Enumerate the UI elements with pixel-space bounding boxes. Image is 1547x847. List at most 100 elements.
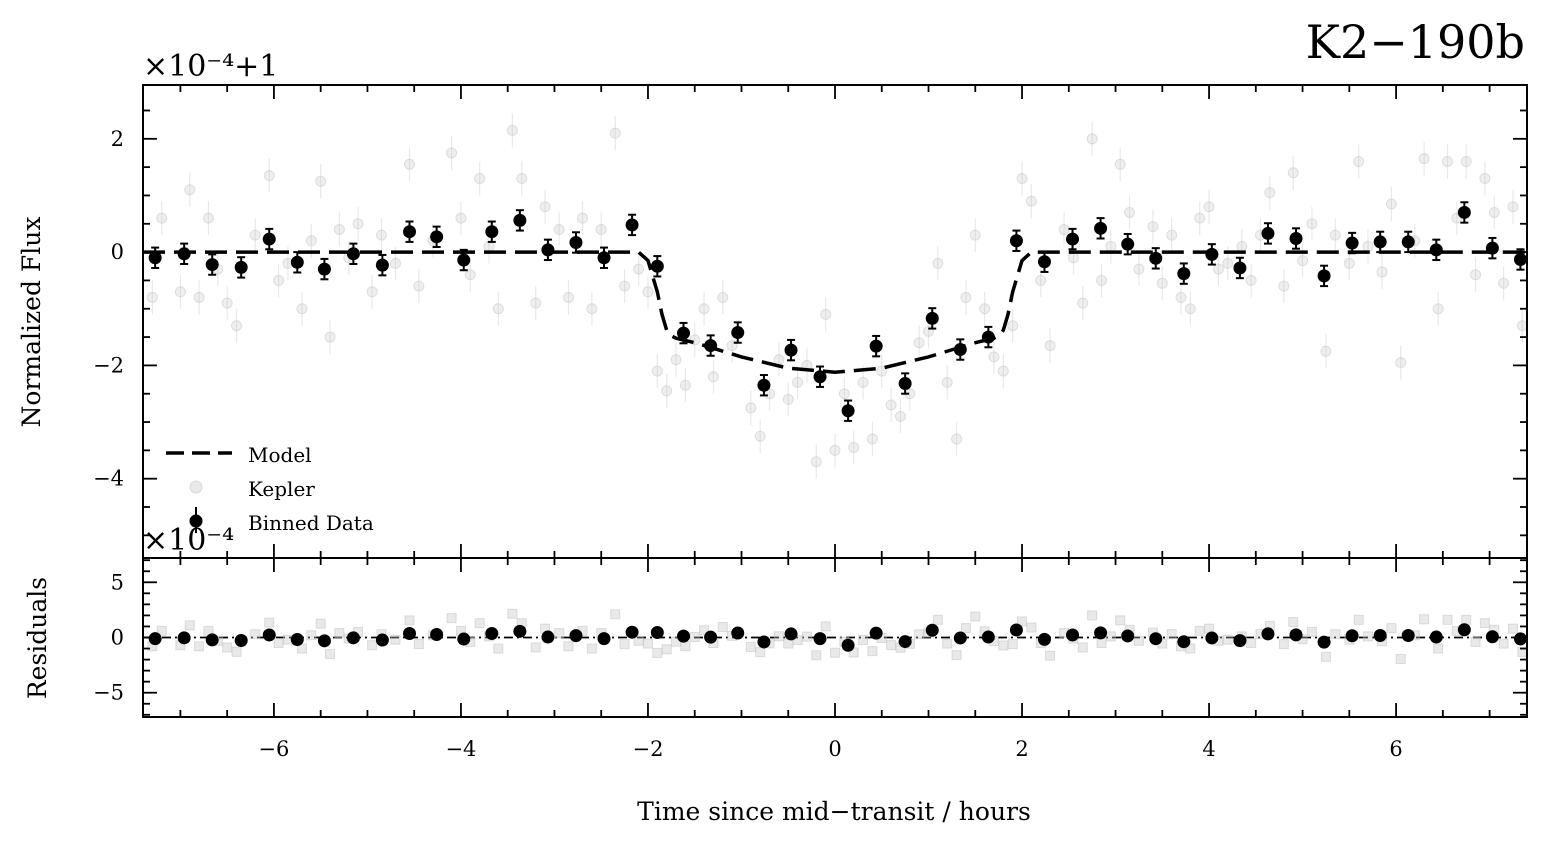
residuals-y-tick-label: 5 [111,570,124,594]
kepler-residual-point [1470,636,1481,647]
kepler-point [455,212,467,224]
flux-y-axis-label: Normalized Flux [17,217,46,428]
kepler-point [1105,240,1117,252]
kepler-residual-point [493,643,504,654]
kepler-point [792,376,804,388]
binned-residual-point [650,626,664,640]
kepler-point [1479,172,1491,184]
kepler-residual-point [1077,642,1088,653]
binned-residual-point [704,630,718,644]
kepler-residual-point [1320,651,1331,662]
kepler-residual-point [1363,631,1374,642]
kepler-point [679,379,691,391]
kepler-residual-point [1498,638,1509,649]
kepler-point [1516,320,1528,332]
x-tick-label: 0 [828,737,841,761]
kepler-point [1385,198,1397,210]
kepler-residual-point [586,643,597,654]
kepler-point [1035,274,1047,286]
kepler-residual-point [1386,623,1397,634]
binned-residual-point [1485,630,1499,644]
kepler-point [530,297,542,309]
kepler-residual-point [932,614,943,625]
kepler-residual-point [680,641,691,652]
flux-y-tick-label: 2 [111,127,124,151]
kepler-point [1077,297,1089,309]
binned-residual-point [457,632,471,646]
kepler-point [1498,277,1510,289]
binned-point [625,218,639,232]
binned-residual-point [1429,630,1443,644]
kepler-point [1278,280,1290,292]
kepler-point [1212,263,1224,275]
kepler-residual-point [619,639,630,650]
kepler-point [820,308,832,320]
kepler-point [913,337,925,349]
kepler-point [670,354,682,366]
kepler-residual-point [811,650,822,661]
binned-residual-point [757,635,771,649]
kepler-point [1016,172,1028,184]
kepler-residual-point [1096,638,1107,649]
kepler-point [1114,158,1126,170]
kepler-residual-point [960,623,971,634]
kepler-residual-point [1395,654,1406,665]
kepler-residual-point [755,647,766,658]
binned-residual-point [625,625,639,639]
flux-frame [142,84,1528,559]
kepler-residual-point [886,640,897,651]
kepler-point [562,291,574,303]
binned-residual-point [953,631,967,645]
kepler-point [932,257,944,269]
kepler-point [305,235,317,247]
kepler-residual-point [296,643,307,654]
kepler-point [221,297,233,309]
kepler-point [1096,274,1108,286]
residuals-offset-label: ×10⁻⁴ [143,523,234,558]
kepler-point [202,212,214,224]
kepler-point [553,223,565,235]
kepler-point [1343,257,1355,269]
binned-point [1261,226,1275,240]
kepler-point [1488,206,1500,218]
kepler-point [848,442,860,454]
kepler-point [1184,303,1196,315]
binned-residual-point [1317,635,1331,649]
kepler-point [193,291,205,303]
kepler-point [829,444,841,456]
binned-residual-point [262,628,276,642]
binned-residual-point [1121,629,1135,643]
kepler-point [997,365,1009,377]
binned-point [677,326,691,340]
kepler-point [1432,303,1444,315]
binned-point [704,339,718,353]
kepler-point [273,274,285,286]
binned-residual-point [1205,631,1219,645]
binned-point [403,225,417,239]
binned-point [148,251,162,265]
kepler-residual-point [801,631,812,642]
kepler-point [1287,167,1299,179]
binned-residual-point [677,629,691,643]
binned-point [262,232,276,246]
kepler-point [1264,187,1276,199]
binned-residual-point [234,633,248,647]
kepler-point [1194,212,1206,224]
kepler-point [249,229,261,241]
kepler-residual-point [1222,634,1233,645]
kepler-point [1362,240,1374,252]
kepler-point [866,433,878,445]
flux-y-tick-label: −4 [93,467,124,491]
kepler-point [595,223,607,235]
kepler-point [969,229,981,241]
flux-offset-label: ×10⁻⁴+1 [143,49,278,84]
binned-point [177,247,191,261]
kepler-point [1147,221,1159,233]
kepler-residual-point [334,628,345,639]
binned-point [234,260,248,274]
binned-residual-point [1457,623,1471,637]
kepler-point [885,399,897,411]
kepler-point [857,376,869,388]
binned-point [1513,252,1527,266]
chart-title: K2−190b [1306,15,1525,69]
